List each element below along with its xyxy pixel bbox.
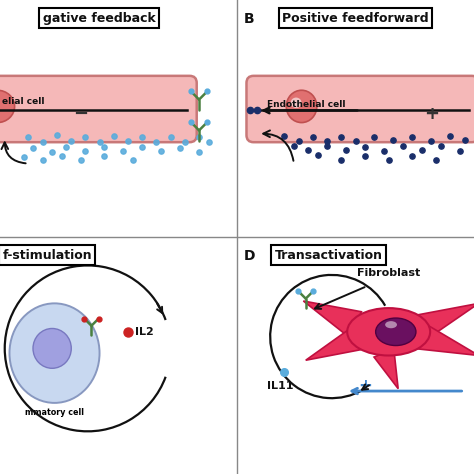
Text: +: + (358, 377, 372, 395)
FancyBboxPatch shape (246, 76, 474, 142)
Polygon shape (418, 324, 474, 356)
Text: +: + (424, 105, 439, 123)
Ellipse shape (291, 98, 301, 108)
Text: IL11: IL11 (267, 381, 294, 391)
Text: gative feedback: gative feedback (43, 12, 155, 25)
Ellipse shape (0, 90, 15, 123)
FancyArrowPatch shape (263, 130, 293, 161)
Polygon shape (306, 328, 360, 360)
Ellipse shape (385, 321, 397, 328)
Text: Endothelial cell: Endothelial cell (267, 100, 345, 109)
Text: −: − (73, 105, 88, 123)
Text: D: D (244, 249, 255, 263)
Text: IL2: IL2 (135, 327, 154, 337)
Ellipse shape (33, 328, 71, 368)
Polygon shape (374, 349, 398, 389)
Ellipse shape (347, 308, 430, 356)
Text: Fibroblast: Fibroblast (357, 268, 420, 278)
Ellipse shape (286, 90, 317, 123)
Text: elial cell: elial cell (2, 98, 45, 106)
Polygon shape (303, 301, 361, 337)
Text: f-stimulation: f-stimulation (2, 249, 92, 262)
Text: B: B (244, 12, 255, 26)
FancyBboxPatch shape (0, 76, 197, 142)
Polygon shape (417, 303, 474, 339)
Text: Transactivation: Transactivation (275, 249, 383, 262)
Ellipse shape (375, 318, 416, 346)
Text: mmatory cell: mmatory cell (25, 408, 84, 417)
FancyArrowPatch shape (1, 142, 26, 164)
Ellipse shape (9, 303, 100, 403)
Text: Positive feedforward: Positive feedforward (282, 12, 428, 25)
